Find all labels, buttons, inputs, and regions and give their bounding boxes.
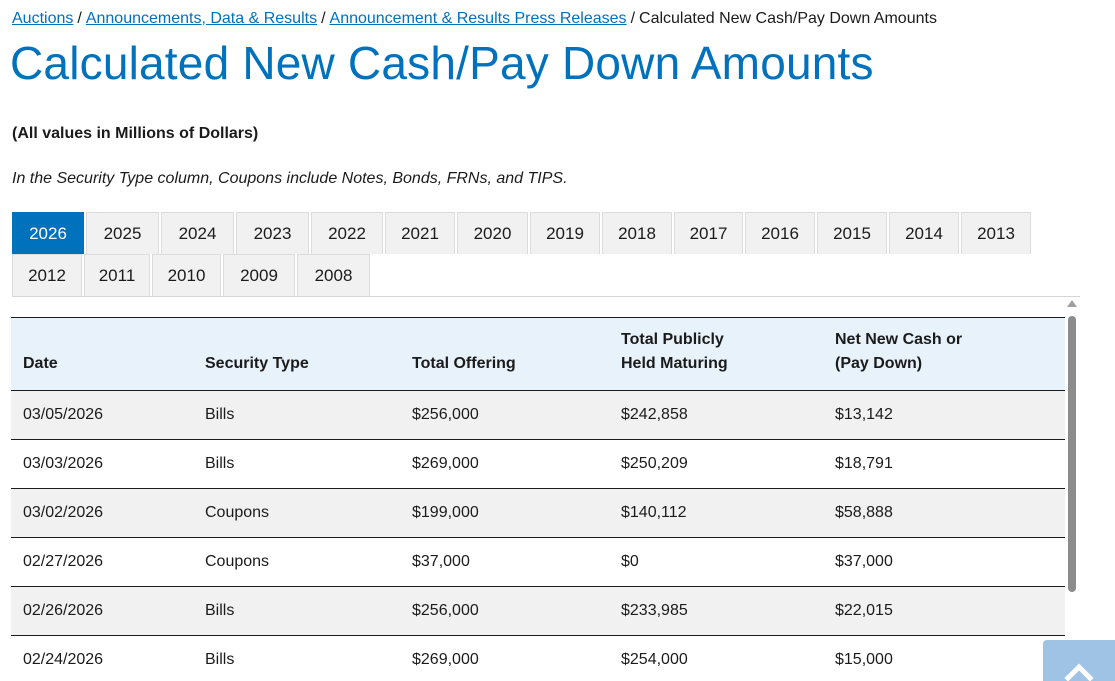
table-row: 03/03/2026 Bills $269,000 $250,209 $18,7… — [11, 439, 1065, 489]
chevron-up-icon — [1064, 663, 1094, 681]
back-to-top-button[interactable] — [1043, 640, 1115, 681]
tabs-divider — [12, 296, 1080, 297]
column-header-net-new-cash: Net New Cash or (Pay Down) — [823, 317, 1065, 391]
security-type-note: In the Security Type column, Coupons inc… — [12, 170, 568, 187]
cell-security-type: Bills — [193, 586, 400, 636]
column-header-total-offering: Total Offering — [400, 317, 609, 391]
cell-date: 03/02/2026 — [11, 488, 193, 538]
cell-net-new-cash: $37,000 — [823, 537, 1065, 587]
cell-security-type: Bills — [193, 439, 400, 489]
cell-security-type: Bills — [193, 635, 400, 681]
tab-2013[interactable]: 2013 — [961, 212, 1031, 254]
year-tabs-row-2: 2012 2011 2010 2009 2008 — [12, 254, 1080, 296]
table-body: 03/05/2026 Bills $256,000 $242,858 $13,1… — [11, 390, 1065, 681]
scrollbar-thumb[interactable] — [1068, 316, 1076, 592]
tab-2011[interactable]: 2011 — [84, 254, 150, 296]
cell-total-offering: $269,000 — [400, 635, 609, 681]
cash-paydown-table-container: Date Security Type Total Offering Total … — [11, 317, 1065, 681]
column-header-held-maturing-line2: Held Maturing — [621, 355, 728, 372]
tab-2015[interactable]: 2015 — [817, 212, 887, 254]
tab-2018[interactable]: 2018 — [602, 212, 672, 254]
tab-2017[interactable]: 2017 — [674, 212, 743, 254]
cell-total-offering: $269,000 — [400, 439, 609, 489]
cell-total-offering: $37,000 — [400, 537, 609, 587]
tab-2024[interactable]: 2024 — [161, 212, 234, 254]
tab-2021[interactable]: 2021 — [385, 212, 455, 254]
cell-held-maturing: $242,858 — [609, 390, 823, 440]
table-header: Date Security Type Total Offering Total … — [11, 317, 1065, 391]
cell-date: 02/27/2026 — [11, 537, 193, 587]
cash-paydown-table: Date Security Type Total Offering Total … — [11, 317, 1065, 681]
tab-2020[interactable]: 2020 — [457, 212, 528, 254]
tab-2026[interactable]: 2026 — [12, 212, 84, 254]
cell-net-new-cash: $13,142 — [823, 390, 1065, 440]
table-row: 02/26/2026 Bills $256,000 $233,985 $22,0… — [11, 586, 1065, 636]
tab-2025[interactable]: 2025 — [86, 212, 159, 254]
breadcrumb-current: Calculated New Cash/Pay Down Amounts — [639, 10, 937, 27]
scroll-up-arrow-icon[interactable] — [1067, 300, 1077, 307]
tab-2022[interactable]: 2022 — [311, 212, 383, 254]
cell-net-new-cash: $58,888 — [823, 488, 1065, 538]
tab-2016[interactable]: 2016 — [745, 212, 815, 254]
tab-2010[interactable]: 2010 — [152, 254, 221, 296]
cell-date: 03/05/2026 — [11, 390, 193, 440]
cell-held-maturing: $140,112 — [609, 488, 823, 538]
cell-held-maturing: $254,000 — [609, 635, 823, 681]
tab-2008[interactable]: 2008 — [297, 254, 370, 296]
year-tabs: 2026 2025 2024 2023 2022 2021 2020 2019 … — [12, 212, 1080, 296]
cell-security-type: Coupons — [193, 537, 400, 587]
cell-held-maturing: $0 — [609, 537, 823, 587]
page-title: Calculated New Cash/Pay Down Amounts — [10, 37, 874, 89]
cell-date: 02/24/2026 — [11, 635, 193, 681]
table-header-row: Date Security Type Total Offering Total … — [11, 317, 1065, 391]
tab-2009[interactable]: 2009 — [223, 254, 295, 296]
column-header-net-line1: Net New Cash or — [835, 331, 963, 348]
tab-2012[interactable]: 2012 — [12, 254, 82, 296]
column-header-held-maturing: Total Publicly Held Maturing — [609, 317, 823, 391]
breadcrumb-link-press-releases[interactable]: Announcement & Results Press Releases — [329, 10, 627, 27]
breadcrumb-link-announcements[interactable]: Announcements, Data & Results — [85, 10, 318, 27]
column-header-security-type: Security Type — [193, 317, 400, 391]
tab-2014[interactable]: 2014 — [889, 212, 959, 254]
cell-net-new-cash: $18,791 — [823, 439, 1065, 489]
cell-security-type: Coupons — [193, 488, 400, 538]
table-scrollbar[interactable] — [1066, 300, 1078, 681]
cell-net-new-cash: $22,015 — [823, 586, 1065, 636]
table-row: 03/02/2026 Coupons $199,000 $140,112 $58… — [11, 488, 1065, 538]
table-row: 02/27/2026 Coupons $37,000 $0 $37,000 — [11, 537, 1065, 587]
cell-date: 02/26/2026 — [11, 586, 193, 636]
tab-2019[interactable]: 2019 — [530, 212, 600, 254]
cell-net-new-cash: $15,000 — [823, 635, 1065, 681]
breadcrumb-separator: / — [630, 10, 636, 27]
breadcrumb-separator: / — [77, 10, 82, 27]
year-tabs-row-1: 2026 2025 2024 2023 2022 2021 2020 2019 … — [12, 212, 1080, 254]
table-row: 03/05/2026 Bills $256,000 $242,858 $13,1… — [11, 390, 1065, 440]
tab-2023[interactable]: 2023 — [236, 212, 309, 254]
cell-date: 03/03/2026 — [11, 439, 193, 489]
breadcrumb-link-auctions[interactable]: Auctions — [12, 10, 74, 27]
column-header-net-line2: (Pay Down) — [835, 355, 923, 372]
breadcrumb: Auctions / Announcements, Data & Results / A… — [12, 10, 937, 28]
breadcrumb-separator: / — [321, 10, 326, 27]
column-header-held-maturing-line1: Total Publicly — [621, 331, 724, 348]
cell-held-maturing: $233,985 — [609, 586, 823, 636]
cell-held-maturing: $250,209 — [609, 439, 823, 489]
column-header-date: Date — [11, 317, 193, 391]
cell-total-offering: $256,000 — [400, 586, 609, 636]
table-row: 02/24/2026 Bills $269,000 $254,000 $15,0… — [11, 635, 1065, 681]
cell-total-offering: $256,000 — [400, 390, 609, 440]
cell-security-type: Bills — [193, 390, 400, 440]
cell-total-offering: $199,000 — [400, 488, 609, 538]
units-note: (All values in Millions of Dollars) — [12, 125, 259, 142]
